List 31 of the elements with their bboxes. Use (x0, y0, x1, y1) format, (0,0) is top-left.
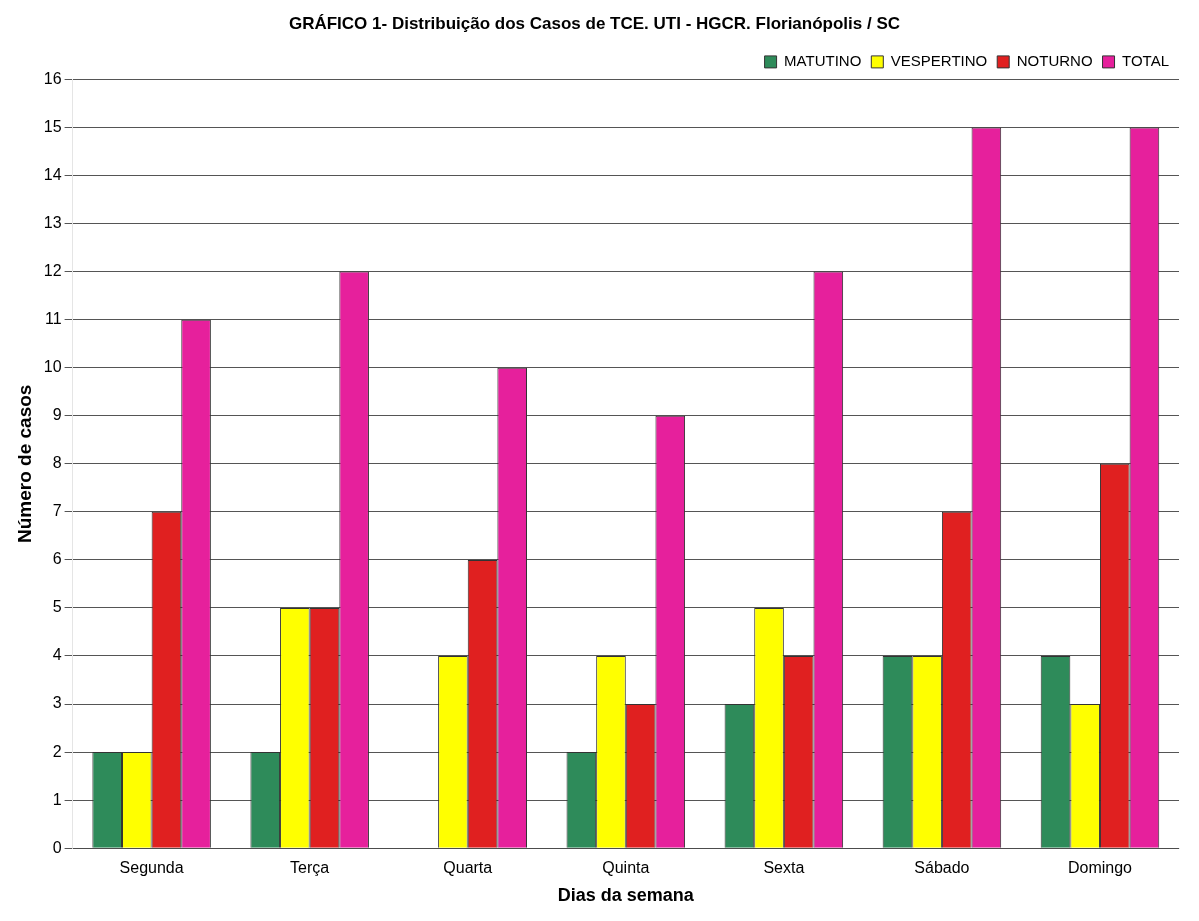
legend-label: TOTAL (1122, 52, 1170, 70)
x-tick-label: Sábado (914, 859, 970, 877)
y-tick-label: 2 (52, 742, 62, 760)
y-tick-label: 7 (52, 502, 62, 520)
y-tick-label: 5 (52, 598, 62, 616)
chart-title: GRÁFICO 1- Distribuição dos Casos de TCE. UTI - HGCR. Florianópolis / SC (288, 13, 901, 33)
legend-label: NOTURNO (1016, 52, 1093, 70)
x-tick-label: Terça (290, 859, 330, 877)
y-tick-label: 4 (52, 646, 62, 664)
x-tick-label: Quinta (602, 859, 650, 877)
x-tick-label: Quarta (443, 859, 493, 877)
legend-label: VESPERTINO (890, 52, 988, 70)
y-tick-label: 13 (43, 213, 62, 231)
y-tick-label: 10 (43, 358, 62, 376)
y-tick-label: 15 (43, 117, 62, 135)
y-tick-label: 14 (43, 165, 62, 183)
y-tick-label: 11 (44, 310, 62, 328)
x-tick-label: Sexta (763, 859, 805, 877)
x-tick-label: Segunda (119, 859, 184, 877)
x-axis-title: Dias da semana (557, 885, 695, 906)
y-tick-label: 12 (43, 262, 62, 280)
legend-label: MATUTINO (784, 52, 862, 70)
y-tick-label: 9 (52, 406, 62, 424)
y-axis-title: Número de casos (13, 384, 35, 543)
y-tick-label: 1 (52, 790, 62, 808)
y-tick-label: 8 (52, 454, 62, 472)
y-tick-label: 6 (52, 550, 62, 568)
x-tick-label: Domingo (1067, 859, 1133, 877)
y-tick-label: 3 (52, 694, 62, 712)
y-tick-label: 16 (43, 69, 62, 87)
y-tick-label: 0 (52, 838, 62, 856)
